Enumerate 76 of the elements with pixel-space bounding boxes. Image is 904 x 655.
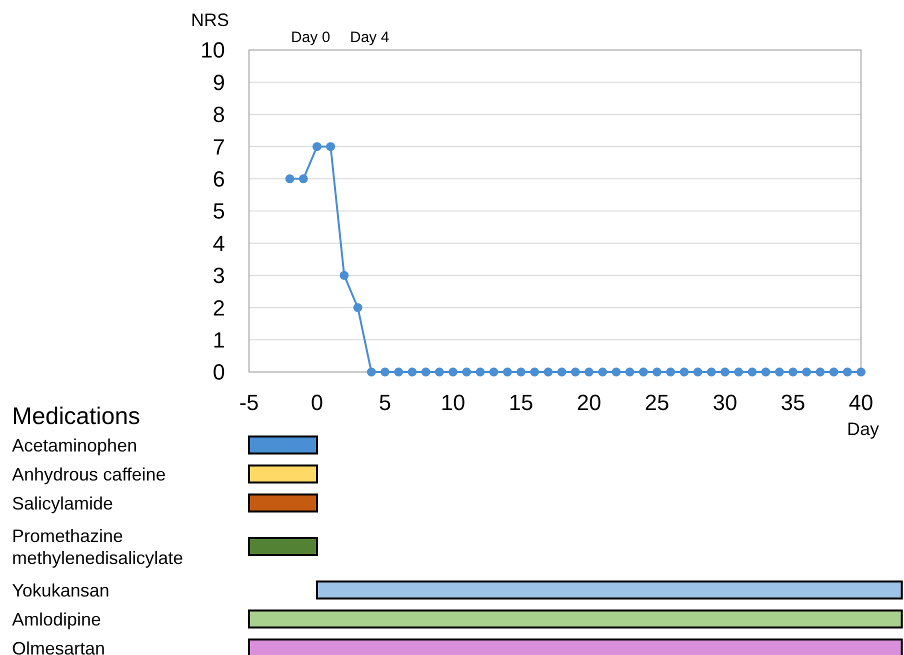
point [638, 368, 648, 376]
y-axis-title: NRS [190, 10, 230, 30]
point [625, 368, 634, 376]
x-tick-label: 40 [848, 390, 874, 415]
y-tick-label: Yokukansan [12, 580, 110, 600]
y-tick-label: 6 [212, 166, 225, 192]
point [530, 368, 540, 376]
point [720, 368, 730, 376]
point [598, 368, 608, 376]
x-tick-label: 10 [440, 390, 466, 415]
y-tick-label: 9 [212, 70, 225, 95]
y-tick-label: Salicylamide [12, 493, 114, 514]
point [326, 142, 336, 152]
point [476, 368, 485, 376]
y-tick-label: Acetaminophen [12, 435, 138, 456]
point [408, 368, 417, 376]
point [856, 368, 866, 376]
x-tick-label: 30 [712, 390, 738, 415]
y-tick-label: 8 [212, 102, 225, 128]
point [353, 303, 362, 312]
y-tick-label: Amlodipine [12, 609, 102, 630]
point [748, 368, 757, 376]
point [312, 142, 322, 152]
point [652, 368, 662, 376]
point [366, 368, 376, 376]
point [829, 368, 838, 376]
point [570, 368, 580, 376]
text: Day 0 [291, 29, 330, 46]
point [544, 368, 553, 376]
point [584, 368, 594, 376]
point [842, 368, 852, 376]
point [489, 368, 498, 376]
x-tick-label: -5 [239, 390, 259, 415]
y-tick-label: 3 [212, 263, 225, 288]
point [285, 174, 294, 184]
y-tick-label: 0 [212, 360, 225, 385]
x-tick-label: 20 [576, 390, 602, 415]
y-tick-label: 1 [212, 328, 225, 352]
point [434, 368, 444, 376]
point [380, 368, 390, 376]
point [340, 270, 349, 280]
y-tick-label: Olmesartan [12, 638, 106, 655]
point [612, 368, 621, 376]
x-tick-label: 5 [378, 390, 392, 415]
y-tick-label: Anhydrous caffeine [12, 464, 166, 484]
chart-title: Medications [12, 403, 140, 430]
y-tick-label: 4 [212, 230, 225, 256]
point [516, 368, 526, 376]
y-tick-label: 7 [212, 134, 225, 160]
y-tick-label: 2 [212, 295, 225, 320]
x-axis-title: Day [846, 419, 880, 439]
x-tick-label: 25 [644, 390, 670, 415]
point [802, 368, 812, 376]
x-tick-label: 0 [310, 390, 324, 415]
point [706, 368, 716, 376]
point [666, 368, 676, 376]
point [448, 368, 458, 376]
text: Day 4 [350, 29, 390, 46]
y-tick-label: Promethazine methylenedisalicylate [12, 526, 184, 568]
point [693, 368, 702, 376]
point [816, 368, 825, 376]
point [462, 368, 472, 376]
point [394, 368, 404, 376]
x-tick-label: 35 [780, 390, 806, 415]
point [298, 174, 308, 184]
point [788, 368, 798, 376]
y-tick-label: 10 [200, 38, 225, 63]
point [761, 368, 770, 376]
y-tick-label: 5 [212, 198, 225, 224]
point [734, 368, 744, 376]
point [680, 368, 689, 376]
point [774, 368, 784, 376]
x-tick-label: 15 [508, 390, 534, 415]
point [502, 368, 512, 376]
point [421, 368, 430, 376]
point [557, 368, 566, 376]
